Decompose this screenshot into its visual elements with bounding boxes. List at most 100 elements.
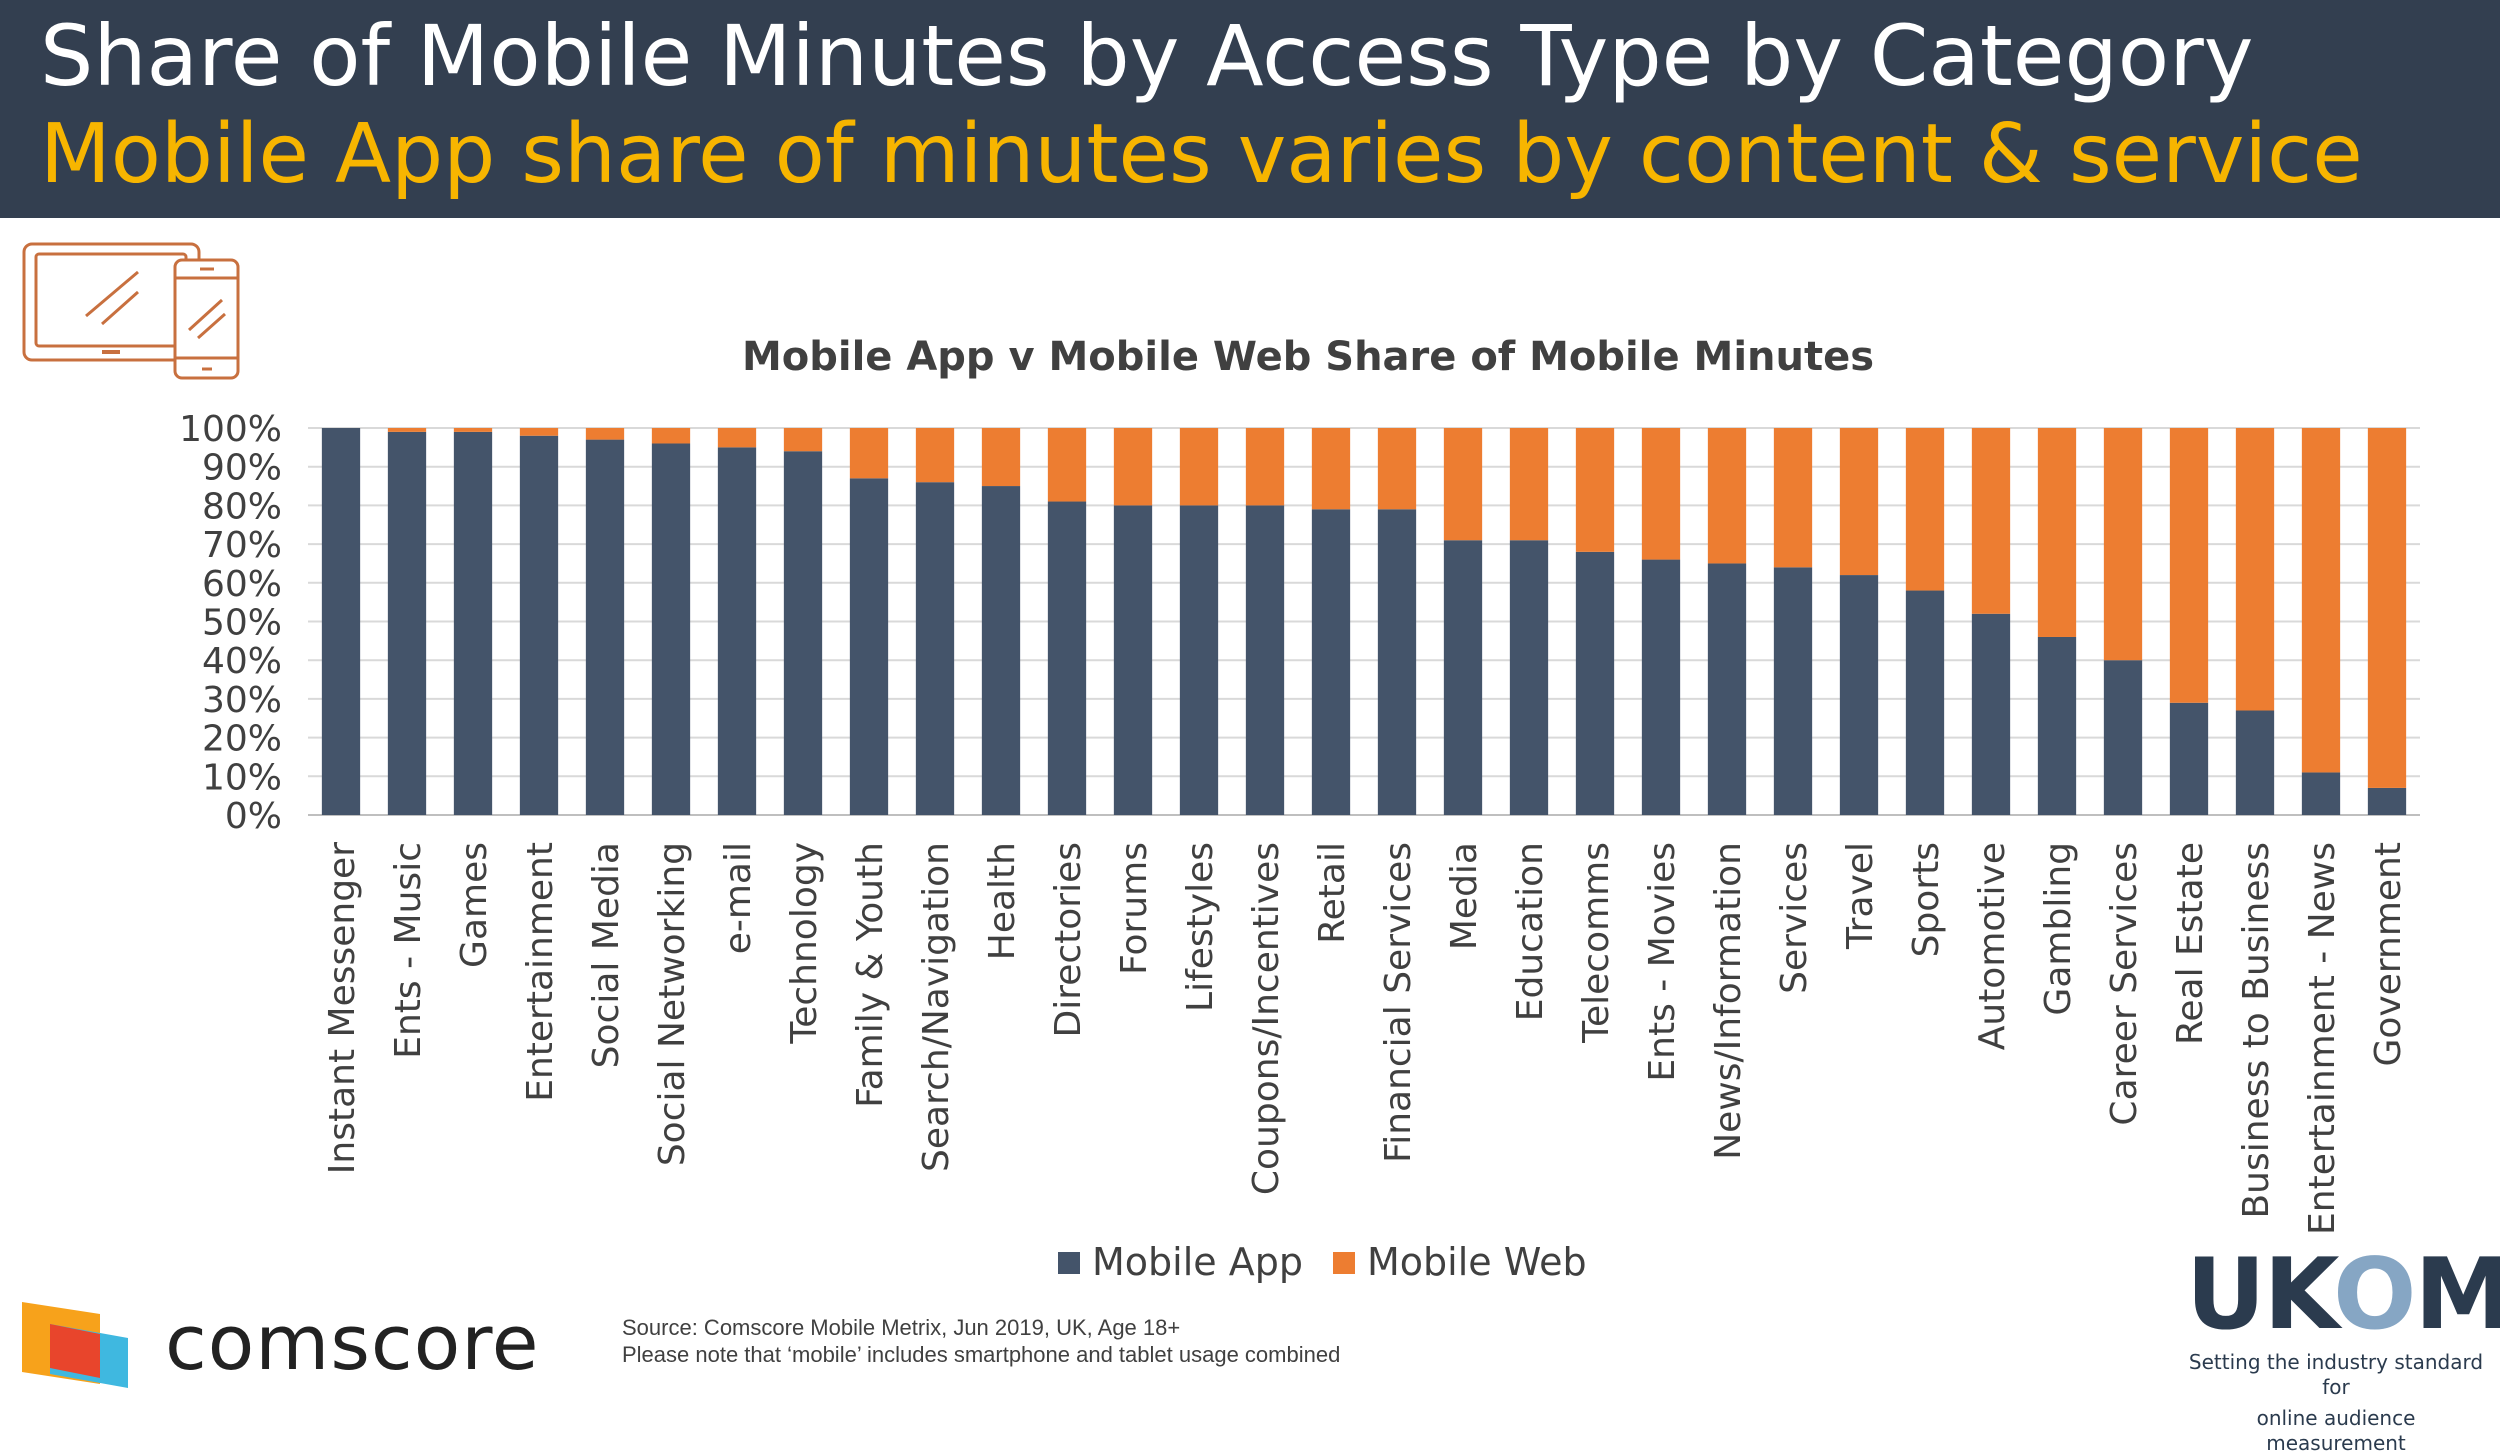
bar-mobile-app — [783, 451, 823, 815]
y-tick-label: 10% — [202, 757, 282, 798]
bar-mobile-app — [1773, 567, 1813, 815]
bar-mobile-web — [1047, 428, 1087, 502]
laptop-phone-icon — [22, 242, 240, 380]
bar-mobile-web — [1377, 428, 1417, 510]
ukom-tagline-1: Setting the industry standard for — [2188, 1350, 2484, 1399]
x-category-label: Technology — [784, 842, 825, 1045]
bar-mobile-app — [1971, 613, 2011, 815]
x-category-label: Retail — [1312, 842, 1353, 944]
x-category-label: Media — [1444, 842, 1485, 950]
y-tick-label: 70% — [202, 525, 282, 566]
x-category-label: Entertainment — [520, 842, 561, 1102]
y-tick-label: 100% — [179, 409, 282, 450]
bar-mobile-web — [387, 428, 427, 432]
bar-mobile-web — [2037, 428, 2077, 637]
bar-mobile-web — [2169, 428, 2209, 703]
chart-title: Mobile App v Mobile Web Share of Mobile … — [742, 334, 1874, 380]
bar-mobile-web — [2103, 428, 2143, 661]
bar-mobile-app — [1575, 551, 1615, 815]
bar-mobile-web — [1707, 428, 1747, 564]
bar-mobile-web — [1905, 428, 1945, 591]
bar-mobile-app — [519, 435, 559, 815]
x-category-label: Sports — [1906, 842, 1947, 957]
x-category-label: Gambling — [2038, 842, 2079, 1016]
bar-mobile-web — [1575, 428, 1615, 552]
bar-mobile-app — [1047, 501, 1087, 815]
bar-mobile-app — [2367, 787, 2407, 815]
comscore-wordmark: comscore — [165, 1298, 540, 1387]
bar-mobile-app — [1509, 540, 1549, 815]
bar-mobile-app — [2235, 710, 2275, 815]
page-subtitle: Mobile App share of minutes varies by co… — [40, 107, 2363, 202]
page-title: Share of Mobile Minutes by Access Type b… — [40, 7, 2254, 105]
source-line-2: Please note that ‘mobile’ includes smart… — [622, 1342, 1341, 1367]
ukom-o: O — [2333, 1238, 2416, 1352]
bar-mobile-web — [1443, 428, 1483, 541]
bar-mobile-web — [651, 428, 691, 444]
ukom-m: M — [2414, 1238, 2500, 1352]
x-category-label: Social Media — [586, 842, 627, 1068]
bar-mobile-app — [1179, 505, 1219, 815]
bar-mobile-app — [2037, 636, 2077, 815]
bar-mobile-web — [981, 428, 1021, 487]
bar-mobile-app — [1707, 563, 1747, 815]
x-category-label: Education — [1510, 842, 1551, 1021]
y-tick-label: 60% — [202, 564, 282, 605]
bar-mobile-app — [453, 431, 493, 815]
bar-mobile-app — [1641, 559, 1681, 815]
x-category-label: Search/Navigation — [916, 842, 957, 1172]
bar-mobile-app — [2169, 702, 2209, 815]
source-line-1: Source: Comscore Mobile Metrix, Jun 2019… — [622, 1315, 1181, 1340]
bar-mobile-web — [453, 428, 493, 432]
bar-mobile-app — [1245, 505, 1285, 815]
y-tick-label: 40% — [202, 641, 282, 682]
header-banner: Share of Mobile Minutes by Access Type b… — [0, 0, 2500, 218]
x-category-label: Automotive — [1972, 842, 2013, 1050]
legend-label: Mobile App — [1092, 1240, 1303, 1284]
y-tick-label: 30% — [202, 680, 282, 721]
bar-mobile-web — [2301, 428, 2341, 773]
x-category-label: Ents - Music — [388, 842, 429, 1059]
x-category-label: e-mail — [718, 842, 759, 954]
y-tick-label: 50% — [202, 603, 282, 644]
bar-mobile-web — [1641, 428, 1681, 560]
x-category-label: Forums — [1114, 842, 1155, 975]
x-category-label: Health — [982, 842, 1023, 960]
bar-mobile-web — [717, 428, 757, 448]
x-category-label: Ents - Movies — [1642, 842, 1683, 1082]
bar-mobile-web — [1179, 428, 1219, 506]
bar-mobile-web — [1311, 428, 1351, 510]
x-category-label: Telecomms — [1576, 842, 1617, 1044]
bar-mobile-app — [2301, 772, 2341, 815]
bar-mobile-app — [915, 482, 955, 815]
ukom-uk: UK — [2186, 1238, 2335, 1352]
bar-mobile-web — [783, 428, 823, 452]
x-category-label: Real Estate — [2170, 842, 2211, 1045]
bar-mobile-app — [585, 439, 625, 815]
legend-swatch-mobile-app — [1058, 1252, 1080, 1274]
x-category-label: Financial Services — [1378, 842, 1419, 1163]
bar-mobile-app — [651, 443, 691, 815]
x-category-label: Career Services — [2104, 842, 2145, 1126]
bar-mobile-web — [585, 428, 625, 440]
bar-mobile-web — [2235, 428, 2275, 711]
x-category-label: Business to Business — [2236, 842, 2277, 1219]
bar-mobile-web — [1839, 428, 1879, 576]
bar-mobile-app — [849, 478, 889, 815]
bar-mobile-app — [1311, 509, 1351, 815]
bar-mobile-app — [1905, 590, 1945, 815]
bar-mobile-web — [1245, 428, 1285, 506]
bar-mobile-web — [849, 428, 889, 479]
x-category-label: News/Information — [1708, 842, 1749, 1160]
bar-mobile-web — [1113, 428, 1153, 506]
x-category-label: Games — [454, 842, 495, 968]
x-category-label: Social Networking — [652, 842, 693, 1166]
bar-mobile-web — [1773, 428, 1813, 568]
ukom-logo: UKOM Setting the industry standard for o… — [2186, 1246, 2500, 1456]
ukom-tagline-2: online audience measurement — [2256, 1406, 2416, 1455]
x-category-label: Entertainment - News — [2302, 842, 2343, 1235]
bar-mobile-web — [1971, 428, 2011, 614]
bar-mobile-app — [981, 486, 1021, 815]
bar-mobile-web — [915, 428, 955, 483]
y-tick-label: 90% — [202, 448, 282, 489]
